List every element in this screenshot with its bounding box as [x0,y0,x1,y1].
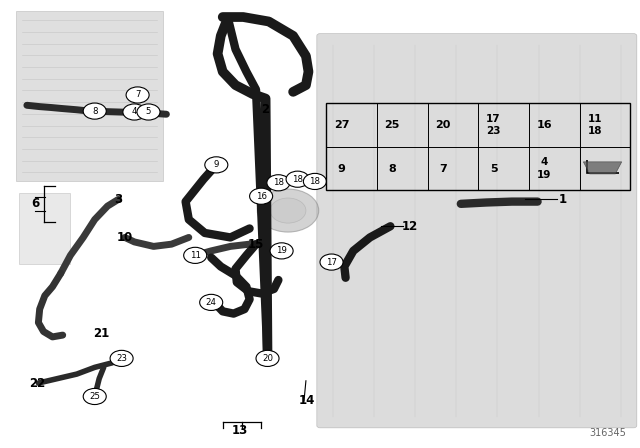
Text: 11: 11 [588,114,602,124]
Circle shape [256,350,279,366]
Text: 17: 17 [486,114,501,124]
Circle shape [270,243,293,259]
Bar [326,103,630,190]
Text: 16: 16 [536,120,552,130]
Bar [16,11,163,181]
Text: 16: 16 [255,192,267,201]
Text: 12: 12 [401,220,418,233]
Text: 7: 7 [439,164,447,173]
Text: 8: 8 [92,107,97,116]
Text: 10: 10 [116,231,133,244]
Circle shape [123,104,146,120]
Text: 3: 3 [115,193,122,206]
Circle shape [257,189,319,232]
Text: 9: 9 [214,160,219,169]
Text: 23: 23 [486,126,501,136]
Text: 18: 18 [292,175,303,184]
Circle shape [83,103,106,119]
Text: 8: 8 [388,164,396,173]
Text: 5: 5 [146,108,151,116]
Text: 9: 9 [338,164,346,173]
Text: 24: 24 [205,298,217,307]
Text: 18: 18 [588,126,602,136]
Text: 17: 17 [326,258,337,267]
Circle shape [205,157,228,173]
Circle shape [286,171,309,187]
Text: 5: 5 [490,164,497,173]
Text: 2: 2 [262,103,269,116]
Text: 4: 4 [132,108,137,116]
Text: 4: 4 [541,157,548,168]
Text: 25: 25 [385,120,400,130]
Text: 27: 27 [334,120,349,130]
Text: 19: 19 [276,246,287,255]
Text: 1: 1 [559,193,567,206]
Text: 15: 15 [248,237,264,251]
Text: 14: 14 [299,394,316,408]
Text: 21: 21 [93,327,109,340]
Text: 19: 19 [537,170,552,180]
Circle shape [200,294,223,310]
Bar [19,193,70,264]
Text: 22: 22 [29,376,45,390]
Text: 7: 7 [135,90,140,99]
Circle shape [250,188,273,204]
Circle shape [270,198,306,223]
Circle shape [184,247,207,263]
Text: 6: 6 [31,197,39,211]
Circle shape [126,87,149,103]
Text: 20: 20 [262,354,273,363]
Text: 23: 23 [116,354,127,363]
Circle shape [320,254,343,270]
Circle shape [110,350,133,366]
Circle shape [267,175,290,191]
Text: 316345: 316345 [589,428,626,438]
Circle shape [137,104,160,120]
Text: 25: 25 [89,392,100,401]
Polygon shape [583,162,621,174]
Text: 18: 18 [309,177,321,186]
Text: 20: 20 [435,120,451,130]
Circle shape [303,173,326,190]
Circle shape [83,388,106,405]
Text: 13: 13 [232,423,248,437]
Text: 11: 11 [189,251,201,260]
Text: 18: 18 [273,178,284,187]
FancyBboxPatch shape [317,34,637,428]
